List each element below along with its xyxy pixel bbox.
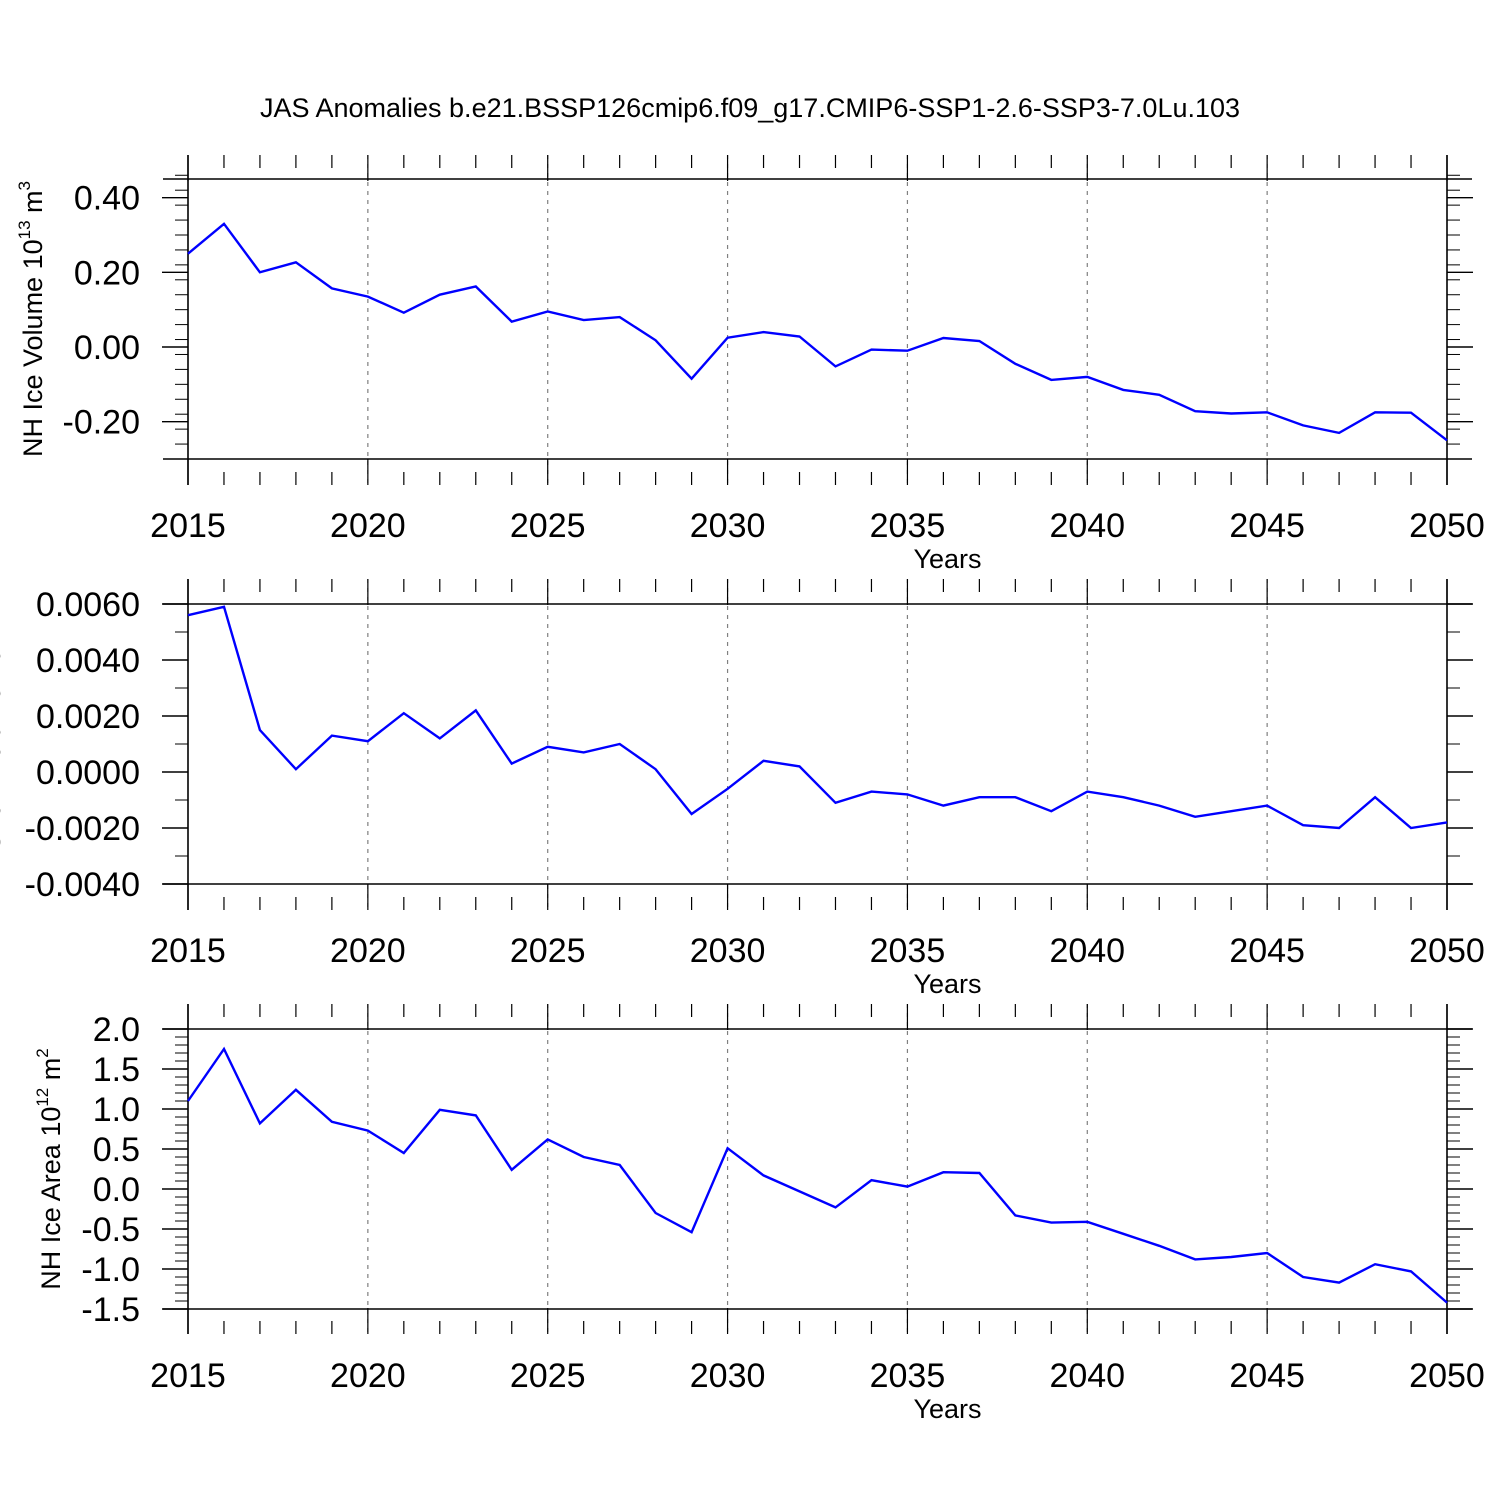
x-tick-label: 2015 (150, 507, 226, 545)
x-tick-label: 2020 (330, 1357, 406, 1395)
x-tick-label: 2015 (150, 1357, 226, 1395)
y-tick-label: 1.0 (93, 1091, 140, 1129)
y-tick-label: -1.5 (81, 1291, 140, 1329)
x-tick-label: 2035 (870, 932, 946, 970)
y-tick-label: -0.0020 (25, 810, 140, 848)
y-tick-label: -0.20 (63, 404, 141, 442)
y-tick-label: -1.0 (81, 1251, 140, 1289)
series-line (187, 605, 1448, 830)
x-tick-label: 2025 (510, 1357, 586, 1395)
y-tick-label: 0.0020 (36, 698, 140, 736)
x-tick-label: 2030 (690, 1357, 766, 1395)
x-tick-label: 2030 (690, 932, 766, 970)
x-tick-label: 2040 (1049, 507, 1125, 545)
y-tick-label: 0.40 (74, 180, 140, 218)
panel-3: -1.5-1.0-0.50.00.51.01.52.0 2015 2020 2025 2… (33, 1004, 1485, 1424)
x-tick-label: 2040 (1049, 932, 1125, 970)
x-axis-label: Years (913, 969, 981, 999)
y-tick-label: -0.5 (81, 1211, 140, 1249)
y-tick-label: 0.20 (74, 254, 140, 292)
y-tick-label: 0.0060 (36, 586, 140, 624)
x-tick-label: 2035 (870, 1357, 946, 1395)
x-tick-label: 2015 (150, 932, 226, 970)
panel-2: -0.0040 -0.0020 0.0000 0.0020 0.0040 0.0060 20… (0, 579, 1485, 999)
y-tick-label: 0.00 (74, 329, 140, 367)
chart-title: JAS Anomalies b.e21.BSSP126cmip6.f09_g17… (260, 93, 1240, 123)
x-tick-label: 2035 (870, 507, 946, 545)
y-tick-label: 0.0000 (36, 754, 140, 792)
x-tick-label: 2050 (1409, 507, 1485, 545)
y-tick-label: 0.0040 (36, 642, 140, 680)
x-axis-label: Years (913, 1394, 981, 1424)
x-tick-label: 2050 (1409, 1357, 1485, 1395)
y-axis-label: NH Ice Volume 1013 m3 (15, 181, 48, 457)
x-tick-label: 2020 (330, 507, 406, 545)
y-tick-label: 0.0 (93, 1171, 140, 1209)
y-tick-label: -0.0040 (25, 866, 140, 904)
x-tick-label: 2045 (1229, 1357, 1305, 1395)
x-tick-label: 2025 (510, 932, 586, 970)
x-tick-label: 2030 (690, 507, 766, 545)
x-tick-label: 2045 (1229, 507, 1305, 545)
series-line (187, 222, 1448, 442)
x-tick-label: 2045 (1229, 932, 1305, 970)
x-tick-label: 2020 (330, 932, 406, 970)
y-tick-label: 2.0 (93, 1011, 140, 1049)
y-tick-label: 0.5 (93, 1131, 140, 1169)
y-axis-label: NH Ice Area 1012 m2 (33, 1048, 66, 1289)
x-tick-label: 2040 (1049, 1357, 1125, 1395)
x-axis-label: Years (913, 544, 981, 574)
x-tick-label: 2050 (1409, 932, 1485, 970)
y-tick-label: 1.5 (93, 1051, 140, 1089)
x-tick-label: 2025 (510, 507, 586, 545)
series-line (187, 1046, 1448, 1304)
panel-1: -0.20 0.00 0.20 0.40 2015 2020 2025 2030 2035 204… (15, 155, 1485, 574)
y-axis-label: NH Snow Volume 1013 m3 (0, 590, 6, 898)
